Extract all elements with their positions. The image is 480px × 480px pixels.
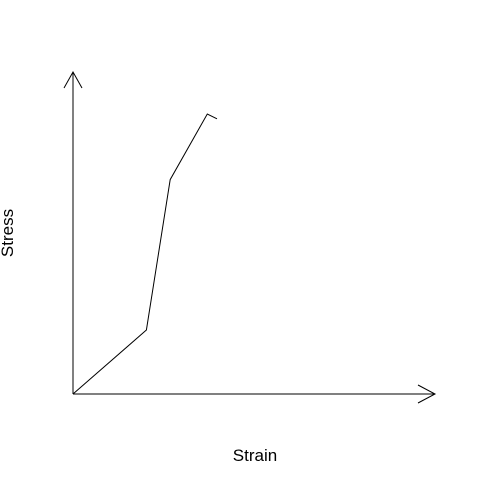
stress-strain-curve-0: [72, 113, 218, 395]
y-axis-label: Stress: [0, 209, 17, 257]
axes: [63, 70, 437, 404]
series-layer: [72, 113, 218, 395]
x-axis-arrowhead: [417, 384, 437, 404]
y-axis-arrowhead: [63, 70, 83, 89]
x-axis-label: Strain: [233, 446, 277, 465]
